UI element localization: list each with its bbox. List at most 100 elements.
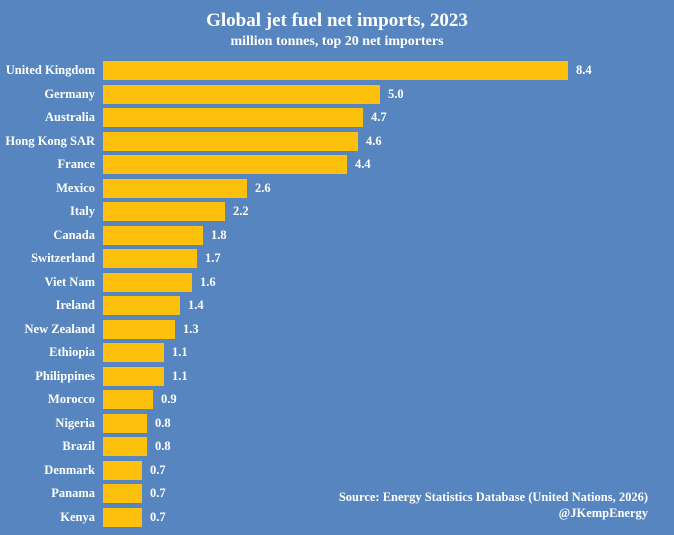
bar-track: 1.1	[103, 341, 674, 365]
value-label: 2.2	[233, 204, 249, 219]
bar	[103, 178, 247, 198]
value-label: 1.8	[211, 227, 227, 242]
bar-track: 1.7	[103, 247, 674, 271]
bar-row: Nigeria 0.8	[0, 412, 674, 436]
value-label: 0.8	[155, 439, 171, 454]
category-label: Morocco	[48, 392, 95, 407]
bar	[103, 437, 147, 457]
bar-row: Morocco 0.9	[0, 388, 674, 412]
category-label: France	[57, 157, 95, 172]
bar	[103, 366, 164, 386]
bar-track: 0.7	[103, 482, 674, 506]
bar	[103, 84, 380, 104]
bar-track: 1.3	[103, 318, 674, 342]
bar-track: 0.8	[103, 412, 674, 436]
bar	[103, 390, 153, 410]
category-label: Kenya	[60, 509, 95, 524]
category-label: Ireland	[55, 298, 95, 313]
bar	[103, 225, 203, 245]
bar-row: Ethiopia 1.1	[0, 341, 674, 365]
bar-track: 5.0	[103, 83, 674, 107]
source-note: Source: Energy Statistics Database (Unit…	[339, 489, 648, 521]
value-label: 0.8	[155, 415, 171, 430]
category-label: Hong Kong SAR	[5, 133, 95, 148]
bar	[103, 460, 142, 480]
bar	[103, 296, 180, 316]
category-label: Viet Nam	[44, 274, 95, 289]
bar-row: Canada 1.8	[0, 224, 674, 248]
bar-track: 4.6	[103, 130, 674, 154]
value-label: 4.6	[366, 133, 382, 148]
value-label: 1.6	[200, 274, 216, 289]
bar-track: 1.6	[103, 271, 674, 295]
value-label: 2.6	[255, 180, 271, 195]
bar	[103, 343, 164, 363]
bar-track: 1.4	[103, 294, 674, 318]
bar-row: Switzerland 1.7	[0, 247, 674, 271]
value-label: 1.7	[205, 251, 221, 266]
source-line: Source: Energy Statistics Database (Unit…	[338, 490, 648, 504]
bar-track: 0.8	[103, 435, 674, 459]
value-label: 1.4	[188, 298, 204, 313]
bar	[103, 131, 358, 151]
bar	[103, 108, 363, 128]
category-label: Germany	[44, 86, 95, 101]
bar-row: Ireland 1.4	[0, 294, 674, 318]
category-label: Nigeria	[55, 415, 95, 430]
bar-track: 2.6	[103, 177, 674, 201]
bar-row: Germany 5.0	[0, 83, 674, 107]
value-label: 1.3	[183, 321, 199, 336]
category-label: Canada	[53, 227, 95, 242]
bar	[103, 413, 147, 433]
bar-track: 4.7	[103, 106, 674, 130]
bar-track: 1.1	[103, 365, 674, 389]
category-label: Philippines	[35, 368, 95, 383]
bar	[103, 155, 347, 175]
bar-track: 4.4	[103, 153, 674, 177]
bar-row: Kenya 0.7	[0, 506, 674, 530]
category-label: United Kingdom	[5, 63, 95, 78]
category-label: Brazil	[62, 439, 95, 454]
bar-row: Viet Nam 1.6	[0, 271, 674, 295]
bar	[103, 202, 225, 222]
bar-track: 8.4	[103, 59, 674, 83]
bar-row: Philippines 1.1	[0, 365, 674, 389]
bar-track: 0.7	[103, 506, 674, 530]
bar	[103, 319, 175, 339]
bar	[103, 484, 142, 504]
bar-track: 0.9	[103, 388, 674, 412]
value-label: 0.9	[161, 392, 177, 407]
bar-row: Panama 0.7	[0, 482, 674, 506]
value-label: 1.1	[172, 368, 188, 383]
category-label: Denmark	[44, 462, 95, 477]
value-label: 1.1	[172, 345, 188, 360]
bar-row: Italy 2.2	[0, 200, 674, 224]
category-label: Italy	[70, 204, 95, 219]
bar	[103, 249, 197, 269]
category-label: Australia	[45, 110, 95, 125]
value-label: 4.4	[355, 157, 371, 172]
bar-row: United Kingdom 8.4	[0, 59, 674, 83]
bar-row: Hong Kong SAR 4.6	[0, 130, 674, 154]
value-label: 8.4	[576, 63, 592, 78]
bar-row: France 4.4	[0, 153, 674, 177]
bar-row: Australia 4.7	[0, 106, 674, 130]
bar-row: Brazil 0.8	[0, 435, 674, 459]
category-label: Mexico	[56, 180, 95, 195]
bar-track: 0.7	[103, 459, 674, 483]
bar-row: Denmark 0.7	[0, 459, 674, 483]
bar-chart: United Kingdom 8.4 Germany 5.0 Australia 4.7 H…	[0, 59, 674, 529]
category-label: Ethiopia	[49, 345, 95, 360]
category-label: New Zealand	[24, 321, 96, 336]
value-label: 5.0	[388, 86, 404, 101]
chart-subtitle: million tonnes, top 20 net importers	[230, 34, 444, 49]
chart-title: Global jet fuel net imports, 2023	[206, 10, 468, 31]
bar-row: New Zealand 1.3	[0, 318, 674, 342]
value-label: 0.7	[150, 509, 166, 524]
bar	[103, 507, 142, 527]
category-label: Panama	[51, 486, 95, 501]
value-label: 4.7	[371, 110, 387, 125]
bar-track: 1.8	[103, 224, 674, 248]
source-attribution: @JKempEnergy	[558, 506, 648, 520]
